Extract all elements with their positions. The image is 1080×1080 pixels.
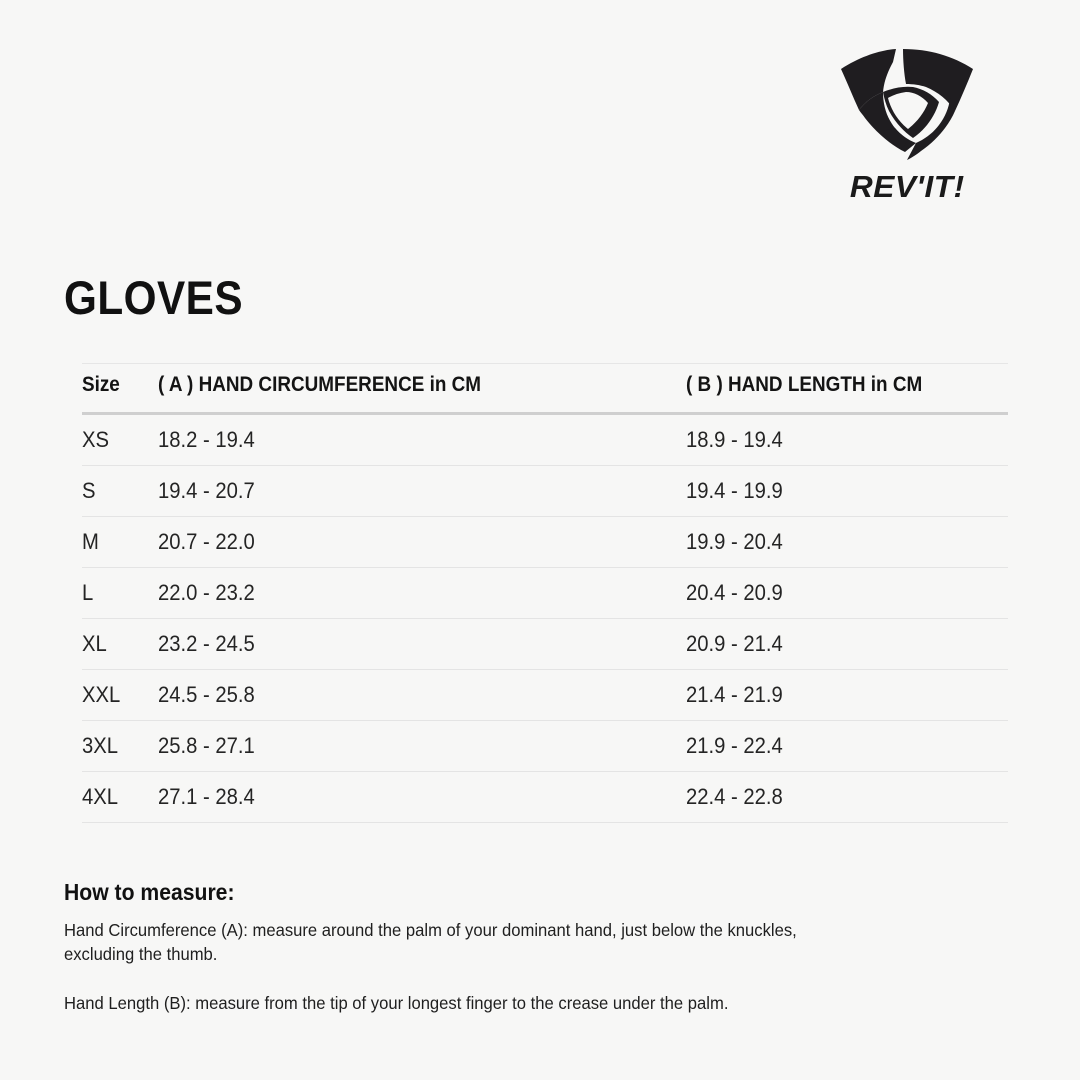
hand-length-instruction: Hand Length (B): measure from the tip of… bbox=[64, 993, 729, 1014]
cell-hand-circumference: 19.4 - 20.7 bbox=[158, 465, 686, 517]
table-row: L 22.0 - 23.2 20.4 - 20.9 bbox=[82, 567, 1008, 619]
cell-size: S bbox=[82, 465, 158, 517]
cell-hand-circumference: 27.1 - 28.4 bbox=[158, 771, 686, 823]
column-header-hand-circumference: ( A ) HAND CIRCUMFERENCE in CM bbox=[158, 363, 686, 415]
cell-hand-circumference: 24.5 - 25.8 bbox=[158, 669, 686, 721]
table-header-row: Size ( A ) HAND CIRCUMFERENCE in CM ( B … bbox=[82, 363, 1008, 415]
table-row: XL 23.2 - 24.5 20.9 - 21.4 bbox=[82, 618, 1008, 670]
table-row: S 19.4 - 20.7 19.4 - 19.9 bbox=[82, 465, 1008, 517]
table-row: M 20.7 - 22.0 19.9 - 20.4 bbox=[82, 516, 1008, 568]
cell-hand-length: 21.9 - 22.4 bbox=[686, 720, 1008, 772]
cell-hand-length: 21.4 - 21.9 bbox=[686, 669, 1008, 721]
how-to-measure-section: How to measure: Hand Circumference (A): … bbox=[64, 879, 924, 1015]
cell-hand-length: 18.9 - 19.4 bbox=[686, 413, 1008, 466]
brand-logo: REV'IT! bbox=[822, 48, 992, 202]
column-header-hand-length: ( B ) HAND LENGTH in CM bbox=[686, 363, 1008, 415]
table-row: XS 18.2 - 19.4 18.9 - 19.4 bbox=[82, 413, 1008, 466]
cell-size: XL bbox=[82, 618, 158, 670]
table-row: 4XL 27.1 - 28.4 22.4 - 22.8 bbox=[82, 771, 1008, 823]
cell-hand-circumference: 23.2 - 24.5 bbox=[158, 618, 686, 670]
cell-size: 3XL bbox=[82, 720, 158, 772]
cell-hand-length: 22.4 - 22.8 bbox=[686, 771, 1008, 823]
size-chart-table: Size ( A ) HAND CIRCUMFERENCE in CM ( B … bbox=[82, 363, 1008, 823]
cell-hand-circumference: 25.8 - 27.1 bbox=[158, 720, 686, 772]
cell-hand-length: 19.4 - 19.9 bbox=[686, 465, 1008, 517]
table-header: Size ( A ) HAND CIRCUMFERENCE in CM ( B … bbox=[82, 363, 1008, 415]
cell-size: XXL bbox=[82, 669, 158, 721]
revit-shield-logo-icon bbox=[841, 49, 973, 160]
cell-size: M bbox=[82, 516, 158, 568]
cell-size: XS bbox=[82, 413, 158, 466]
cell-size: L bbox=[82, 567, 158, 619]
cell-hand-circumference: 18.2 - 19.4 bbox=[158, 413, 686, 466]
cell-hand-length: 19.9 - 20.4 bbox=[686, 516, 1008, 568]
table-row: 3XL 25.8 - 27.1 21.9 - 22.4 bbox=[82, 720, 1008, 772]
page-title: GLOVES bbox=[64, 271, 243, 325]
how-to-measure-heading: How to measure: bbox=[64, 879, 235, 905]
cell-size: 4XL bbox=[82, 771, 158, 823]
column-header-size: Size bbox=[82, 363, 158, 415]
cell-hand-length: 20.4 - 20.9 bbox=[686, 567, 1008, 619]
table-row: XXL 24.5 - 25.8 21.4 - 21.9 bbox=[82, 669, 1008, 721]
brand-wordmark: REV'IT! bbox=[849, 169, 965, 204]
cell-hand-circumference: 22.0 - 23.2 bbox=[158, 567, 686, 619]
hand-circumference-instruction: Hand Circumference (A): measure around t… bbox=[64, 920, 797, 965]
cell-hand-circumference: 20.7 - 22.0 bbox=[158, 516, 686, 568]
table-body: XS 18.2 - 19.4 18.9 - 19.4 S 19.4 - 20.7… bbox=[82, 413, 1008, 823]
cell-hand-length: 20.9 - 21.4 bbox=[686, 618, 1008, 670]
